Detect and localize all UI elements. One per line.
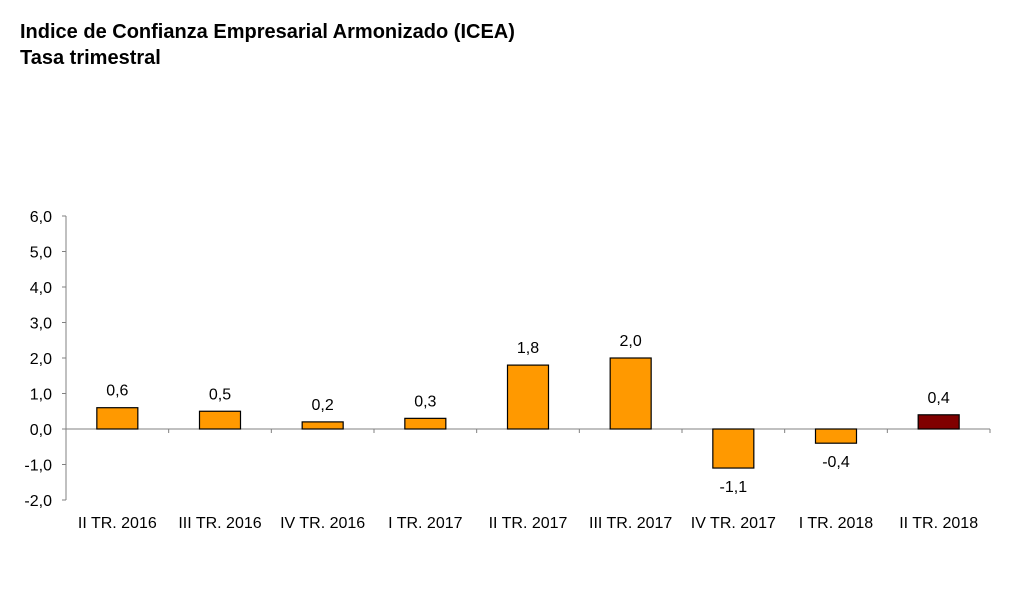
x-tick-label: IV TR. 2017 [691,515,776,532]
data-label: 0,2 [312,397,334,414]
bar [814,428,858,444]
data-label: -1,1 [720,479,748,496]
x-tick-label: IV TR. 2016 [280,515,365,532]
data-label: 0,5 [209,386,231,403]
bar [198,410,242,430]
y-tick-label: -2,0 [24,493,52,510]
y-tick-label: 3,0 [30,316,52,333]
y-tick-label: 1,0 [30,387,52,404]
data-label: 2,0 [620,333,642,350]
x-tick-label: II TR. 2018 [899,515,978,532]
y-tick-label: 0,0 [30,422,52,439]
bar [506,364,550,430]
x-tick-label: III TR. 2016 [178,515,261,532]
x-tick-label: II TR. 2017 [489,515,568,532]
bar [404,417,447,430]
x-tick-label: II TR. 2016 [78,515,157,532]
data-label: 1,8 [517,340,539,357]
y-tick-label: 4,0 [30,280,52,297]
chart-subtitle: Tasa trimestral [20,47,161,69]
y-tick-label: 6,0 [30,209,52,226]
y-tick-label: 5,0 [30,245,52,262]
x-tick-label: III TR. 2017 [589,515,672,532]
bar [301,421,344,430]
bar [917,414,960,430]
data-label: -0,4 [822,454,850,471]
bar [712,428,755,469]
data-label: 0,3 [414,393,436,410]
data-label: 0,4 [928,390,950,407]
y-tick-label: -1,0 [24,458,52,475]
bar [96,407,139,430]
y-tick-label: 2,0 [30,351,52,368]
data-label: 0,6 [106,383,128,400]
x-tick-label: I TR. 2017 [388,515,463,532]
bar [609,357,652,430]
chart-title: Indice de Confianza Empresarial Armoniza… [20,21,515,43]
x-tick-label: I TR. 2018 [799,515,874,532]
